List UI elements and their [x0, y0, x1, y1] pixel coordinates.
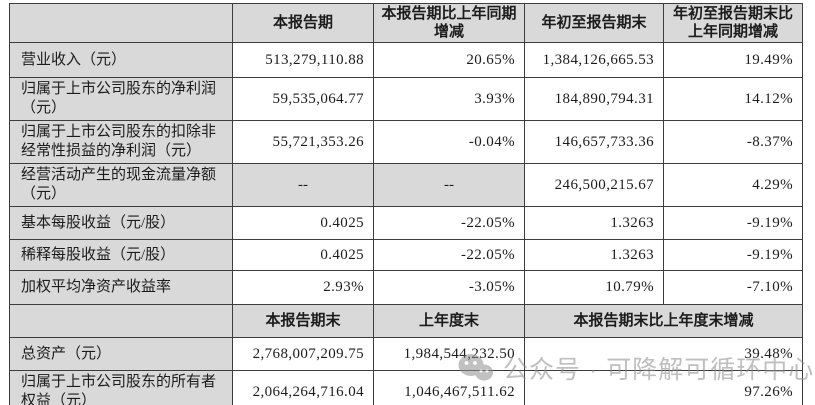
cell-ytd: 1.3263: [524, 206, 664, 240]
cell-end-change: 39.48%: [524, 337, 803, 371]
metric-label: 营业收入（元）: [9, 42, 233, 78]
table-row: 归属于上市公司股东的所有者权益（元） 2,064,264,716.04 1,04…: [9, 370, 803, 405]
cell-ytd: 1,384,126,665.53: [524, 42, 664, 78]
cell-ytd: 146,657,733.36: [524, 120, 664, 164]
cell-current-yoy: 20.65%: [373, 42, 525, 78]
metric-label: 归属于上市公司股东的扣除非经常性损益的净利润（元）: [9, 120, 233, 164]
metric-label: 总资产（元）: [9, 337, 233, 371]
cell-current: --: [232, 163, 374, 207]
cell-current: 513,279,110.88: [232, 42, 374, 78]
cell-ytd-yoy: -9.19%: [663, 206, 803, 240]
cell-ytd: 184,890,794.31: [524, 77, 664, 121]
table-header-bottom: 本报告期末 上年度末 本报告期末比上年度末增减: [9, 304, 803, 338]
cell-period-end: 2,064,264,716.04: [232, 370, 374, 405]
cell-ytd-yoy: 19.49%: [663, 42, 803, 78]
cell-end-change: 97.26%: [524, 370, 803, 405]
corner-cell: [9, 304, 233, 338]
col-header-current-yoy: 本报告期比上年同期增减: [373, 3, 525, 43]
cell-current-yoy: -3.05%: [373, 270, 525, 305]
table-row: 归属于上市公司股东的扣除非经常性损益的净利润（元） 55,721,353.26 …: [9, 120, 803, 164]
cell-current-yoy: -22.05%: [373, 206, 525, 240]
cell-ytd: 10.79%: [524, 270, 664, 305]
table-row: 经营活动产生的现金流量净额（元） -- -- 246,500,215.67 4.…: [9, 163, 803, 207]
cell-ytd-yoy: 4.29%: [663, 163, 803, 207]
corner-cell: [9, 3, 233, 43]
cell-prev-year-end: 1,984,544,232.50: [373, 337, 525, 371]
col-header-current-period: 本报告期: [232, 3, 374, 43]
cell-prev-year-end: 1,046,467,511.62: [373, 370, 525, 405]
table-row: 稀释每股收益（元/股） 0.4025 -22.05% 1.3263 -9.19%: [9, 239, 803, 271]
table-header-top: 本报告期 本报告期比上年同期增减 年初至报告期末 年初至报告期末比上年同期增减: [9, 3, 803, 43]
col-header-period-end: 本报告期末: [232, 304, 374, 338]
metric-label: 归属于上市公司股东的所有者权益（元）: [9, 370, 233, 405]
cell-current-yoy: -0.04%: [373, 120, 525, 164]
metric-label: 基本每股收益（元/股）: [9, 206, 233, 240]
col-header-prev-year-end: 上年度末: [373, 304, 525, 338]
cell-current-yoy: 3.93%: [373, 77, 525, 121]
cell-ytd: 1.3263: [524, 239, 664, 271]
cell-current: 59,535,064.77: [232, 77, 374, 121]
table-row: 加权平均净资产收益率 2.93% -3.05% 10.79% -7.10%: [9, 270, 803, 305]
cell-current: 2.93%: [232, 270, 374, 305]
metric-label: 归属于上市公司股东的净利润（元）: [9, 77, 233, 121]
cell-current-yoy: --: [373, 163, 525, 207]
table-row: 营业收入（元） 513,279,110.88 20.65% 1,384,126,…: [9, 42, 803, 78]
cell-ytd-yoy: -9.19%: [663, 239, 803, 271]
cell-current: 0.4025: [232, 239, 374, 271]
col-header-ytd-yoy: 年初至报告期末比上年同期增减: [663, 3, 803, 43]
cell-current: 55,721,353.26: [232, 120, 374, 164]
table-row: 总资产（元） 2,768,007,209.75 1,984,544,232.50…: [9, 337, 803, 371]
cell-period-end: 2,768,007,209.75: [232, 337, 374, 371]
col-header-end-change: 本报告期末比上年度末增减: [524, 304, 803, 338]
cell-ytd-yoy: 14.12%: [663, 77, 803, 121]
cell-ytd: 246,500,215.67: [524, 163, 664, 207]
metric-label: 加权平均净资产收益率: [9, 270, 233, 305]
col-header-ytd: 年初至报告期末: [524, 3, 664, 43]
metric-label: 经营活动产生的现金流量净额（元）: [9, 163, 233, 207]
table-row: 归属于上市公司股东的净利润（元） 59,535,064.77 3.93% 184…: [9, 77, 803, 121]
cell-ytd-yoy: -8.37%: [663, 120, 803, 164]
cell-ytd-yoy: -7.10%: [663, 270, 803, 305]
table-row: 基本每股收益（元/股） 0.4025 -22.05% 1.3263 -9.19%: [9, 206, 803, 240]
cell-current: 0.4025: [232, 206, 374, 240]
cell-current-yoy: -22.05%: [373, 239, 525, 271]
financial-summary-table: 本报告期 本报告期比上年同期增减 年初至报告期末 年初至报告期末比上年同期增减 …: [9, 3, 803, 405]
metric-label: 稀释每股收益（元/股）: [9, 239, 233, 271]
